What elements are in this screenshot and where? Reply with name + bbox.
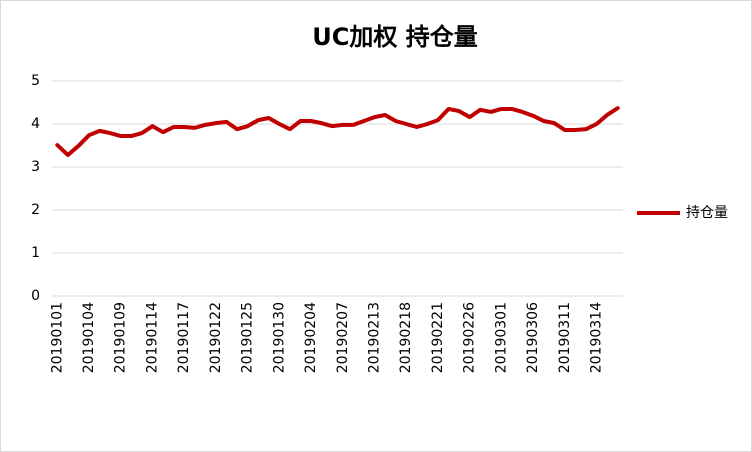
x-tick-label: 20190221: [430, 302, 446, 373]
x-tick-label: 20190213: [367, 302, 383, 373]
x-tick-label: 20190226: [462, 302, 478, 373]
x-tick-label: 20190114: [144, 302, 160, 373]
legend-label: 持仓量: [686, 205, 728, 221]
x-tick-label: 20190101: [49, 302, 65, 373]
y-tick-label: 5: [31, 73, 40, 89]
x-tick-label: 20190314: [589, 302, 605, 373]
x-tick-label: 20190301: [493, 302, 509, 373]
x-tick-label: 20190109: [113, 302, 129, 373]
y-tick-label: 4: [31, 116, 40, 132]
x-tick-label: 20190130: [271, 302, 287, 373]
y-tick-label: 1: [31, 245, 40, 261]
y-tick-label: 2: [31, 202, 40, 218]
x-tick-label: 20190117: [176, 302, 192, 373]
x-tick-label: 20190207: [335, 302, 351, 373]
data-line: [55, 106, 620, 157]
x-tick-label: 20190125: [240, 302, 256, 373]
x-tick-label: 20190104: [81, 302, 97, 373]
x-tick-label: 20190306: [525, 302, 541, 373]
x-tick-label: 20190122: [208, 302, 224, 373]
y-tick-label: 0: [31, 288, 40, 304]
x-tick-label: 20190218: [398, 302, 414, 373]
x-tick-label: 20190204: [303, 302, 319, 373]
y-tick-label: 3: [31, 159, 40, 175]
chart-title: UC加权 持仓量: [312, 23, 477, 51]
x-tick-label: 20190311: [557, 302, 573, 373]
